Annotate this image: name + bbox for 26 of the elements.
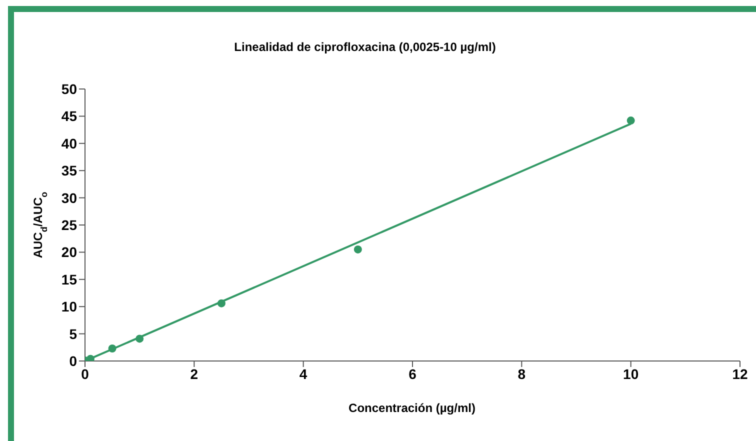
point <box>354 245 362 254</box>
x-tick-label: 8 <box>518 366 526 382</box>
point <box>86 354 94 361</box>
y-tick-label: 25 <box>61 216 78 233</box>
y-tick-label: 20 <box>61 244 78 260</box>
y-tick-label: 35 <box>61 162 78 179</box>
y-tick-label: 15 <box>61 271 78 288</box>
point <box>136 334 144 343</box>
x-axis-title: Concentración (µg/ml) <box>348 401 476 415</box>
x-tick-label: 10 <box>623 366 639 382</box>
y-tick-label: 30 <box>61 190 78 206</box>
y-tick-label: 10 <box>61 298 78 315</box>
y-tick-label: 5 <box>69 326 78 342</box>
x-tick-label: 0 <box>81 366 90 382</box>
point <box>217 299 226 308</box>
point <box>108 344 116 352</box>
point <box>626 116 635 125</box>
x-tick-label: 4 <box>299 366 308 382</box>
x-tick-label: 2 <box>190 366 198 382</box>
x-tick-label: 12 <box>732 366 748 382</box>
y-tick-label: 45 <box>61 108 78 124</box>
chart-title: Linealidad de ciprofloxacina (0,0025-10 µg/ml) <box>234 40 496 54</box>
y-tick-label: 0 <box>69 352 78 369</box>
x-tick-label: 6 <box>408 366 417 382</box>
y-tick-label: 50 <box>61 80 78 97</box>
y-tick-label: 40 <box>61 135 78 152</box>
